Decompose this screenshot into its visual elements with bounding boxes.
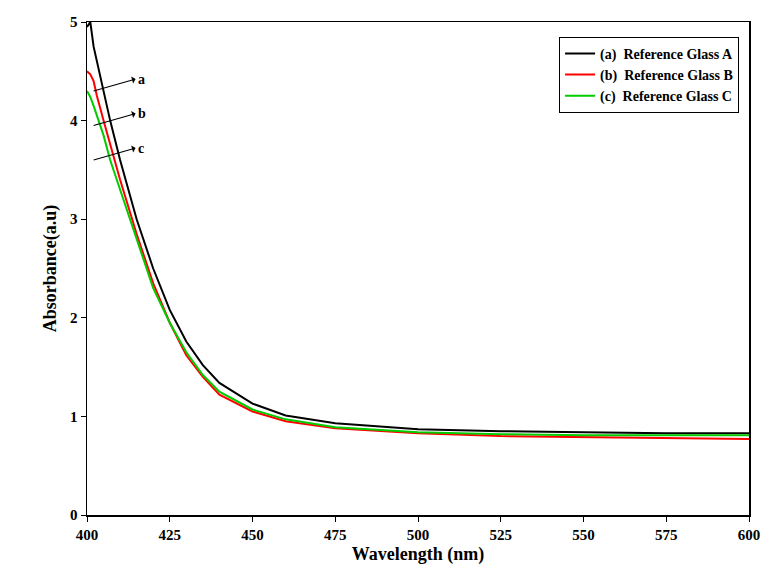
svg-text:450: 450 — [241, 527, 264, 543]
svg-text:1: 1 — [70, 409, 78, 425]
svg-text:425: 425 — [159, 527, 182, 543]
svg-text:600: 600 — [738, 527, 761, 543]
svg-text:(b) Reference Glass B: (b) Reference Glass B — [600, 68, 733, 84]
svg-text:500: 500 — [407, 527, 430, 543]
svg-text:4: 4 — [70, 113, 78, 129]
svg-text:550: 550 — [572, 527, 595, 543]
svg-text:0: 0 — [70, 507, 78, 523]
svg-text:475: 475 — [324, 527, 347, 543]
svg-text:(a) Reference Glass A: (a) Reference Glass A — [600, 47, 733, 63]
svg-text:Wavelength (nm): Wavelength (nm) — [352, 544, 485, 565]
svg-text:3: 3 — [70, 211, 78, 227]
svg-text:400: 400 — [76, 527, 99, 543]
svg-text:525: 525 — [490, 527, 513, 543]
svg-text:b: b — [138, 106, 146, 121]
svg-text:2: 2 — [70, 310, 78, 326]
svg-text:575: 575 — [655, 527, 678, 543]
svg-text:c: c — [138, 141, 144, 156]
svg-text:Absorbance(a.u): Absorbance(a.u) — [40, 205, 61, 333]
svg-text:(c) Reference Glass C: (c) Reference Glass C — [600, 89, 732, 105]
svg-text:5: 5 — [70, 14, 78, 30]
svg-text:a: a — [138, 72, 145, 87]
